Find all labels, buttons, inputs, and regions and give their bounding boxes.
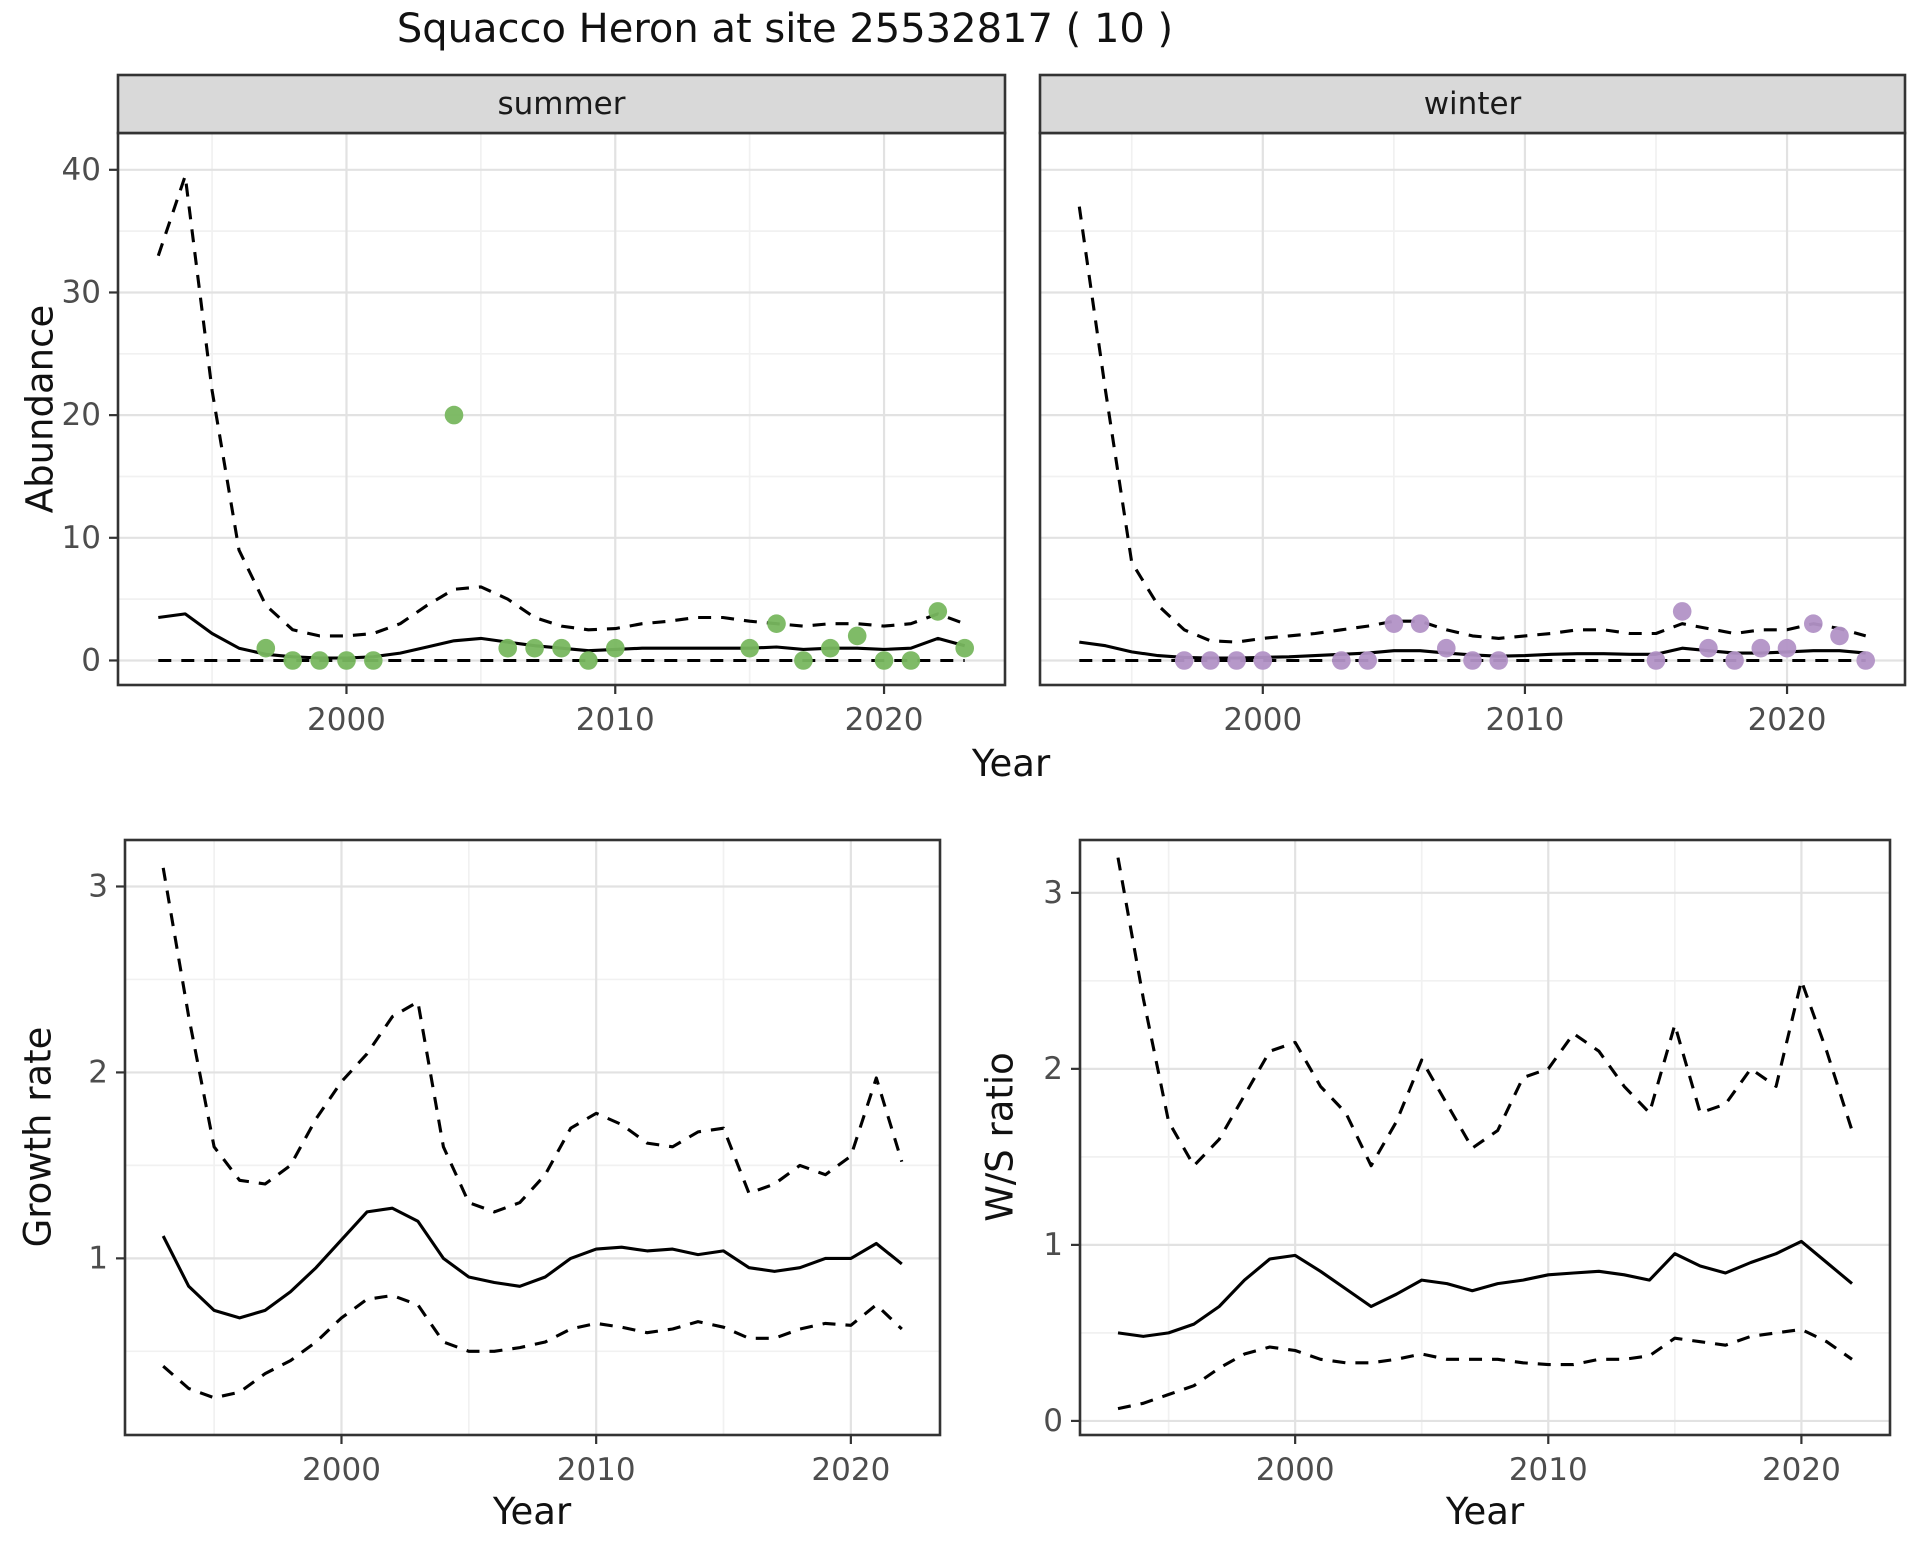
data-point	[1751, 638, 1771, 658]
data-point	[364, 651, 383, 670]
data-point	[821, 638, 840, 658]
data-point	[1410, 614, 1430, 633]
panel-abundance-winter: 2000 2010 2020 winter	[1038, 73, 1907, 738]
x-tick-label: 2000	[1256, 1452, 1335, 1488]
x-tick-label: 2010	[576, 702, 655, 738]
series-lower_ci	[162, 1293, 903, 1400]
data-point	[337, 651, 356, 670]
abundance-axis-label: Abundance	[18, 304, 62, 514]
x-tick-label: 2000	[1223, 702, 1302, 738]
facet-strip-label: summer	[497, 86, 625, 122]
data-point	[1856, 651, 1875, 670]
data-point	[767, 614, 786, 633]
data-point	[579, 651, 598, 670]
series-upper_ci	[156, 174, 966, 638]
facet-strip	[116, 73, 1007, 135]
x-tick-label: 2020	[811, 1452, 890, 1488]
y-tick-label: 1	[88, 1240, 108, 1276]
data-point	[847, 626, 867, 646]
facet-strip	[1038, 73, 1907, 135]
x-tick-label: 2010	[1485, 702, 1564, 738]
series-median	[161, 1206, 903, 1320]
panel-growth-rate: 2000 2010 2020 1 2 3	[88, 838, 942, 1488]
data-point	[794, 651, 813, 670]
data-point	[955, 638, 974, 658]
data-point	[1227, 651, 1246, 670]
data-point	[1358, 651, 1377, 670]
ws-ratio-axis-label: W/S ratio	[978, 1052, 1022, 1222]
y-tick-label: 0	[81, 642, 101, 678]
data-point	[1725, 651, 1744, 670]
data-point	[256, 638, 276, 658]
data-point	[928, 602, 948, 621]
data-point	[1463, 651, 1482, 670]
y-tick-label: 3	[88, 868, 108, 904]
y-tick-label: 3	[1043, 875, 1063, 911]
data-point	[901, 651, 921, 670]
x-tick-label: 2010	[557, 1452, 636, 1488]
y-tick-label: 10	[62, 520, 101, 556]
y-tick-label: 40	[62, 152, 101, 188]
data-point	[1489, 651, 1508, 670]
data-point	[310, 651, 329, 670]
ws-year-axis-label: Year	[1445, 1490, 1525, 1533]
data-point	[1384, 614, 1404, 633]
data-point	[283, 651, 303, 670]
data-point	[552, 638, 571, 658]
data-point	[1777, 638, 1797, 658]
x-tick-label: 2020	[1748, 702, 1827, 738]
data-point	[1201, 651, 1220, 670]
y-tick-label: 1	[1043, 1227, 1063, 1263]
facet-strip-label: winter	[1424, 86, 1522, 122]
y-tick-label: 0	[1043, 1403, 1063, 1439]
x-tick-label: 2010	[1509, 1452, 1588, 1488]
series-median	[1117, 1239, 1853, 1338]
x-tick-label: 2020	[845, 702, 924, 738]
growth-rate-axis-label: Growth rate	[16, 1026, 60, 1248]
top-year-axis-label: Year	[971, 742, 1051, 785]
series-upper_ci	[161, 867, 904, 1214]
data-point	[1646, 651, 1666, 670]
data-point	[1699, 638, 1718, 658]
growth-year-axis-label: Year	[492, 1490, 572, 1533]
panel-abundance-summer: 2000 2010 2020 0 10 20 30 40 summer	[62, 73, 1007, 738]
data-point	[1672, 602, 1692, 621]
data-point	[606, 638, 625, 658]
y-tick-label: 30	[62, 274, 101, 310]
figure-title: Squacco Heron at site 25532817 ( 10 )	[396, 6, 1174, 52]
series-upper_ci	[1116, 857, 1854, 1168]
series-upper_ci	[1077, 206, 1867, 644]
x-tick-label: 2020	[1762, 1452, 1841, 1488]
data-point	[1174, 651, 1194, 670]
data-point	[740, 638, 759, 658]
data-point	[1804, 614, 1823, 633]
y-tick-label: 2	[1043, 1051, 1063, 1087]
y-tick-label: 20	[62, 397, 101, 433]
data-point	[874, 651, 894, 670]
x-tick-label: 2000	[307, 702, 386, 738]
data-point	[1253, 651, 1273, 670]
data-point	[498, 638, 517, 658]
x-tick-label: 2000	[302, 1452, 381, 1488]
y-tick-label: 2	[88, 1054, 108, 1090]
panel-ws-ratio: 2000 2010 2020 0 1 2 3	[1043, 838, 1892, 1488]
data-point	[1332, 651, 1351, 670]
data-point	[1437, 638, 1456, 658]
data-point	[1830, 626, 1849, 646]
data-point	[444, 405, 464, 425]
data-point	[525, 638, 544, 658]
